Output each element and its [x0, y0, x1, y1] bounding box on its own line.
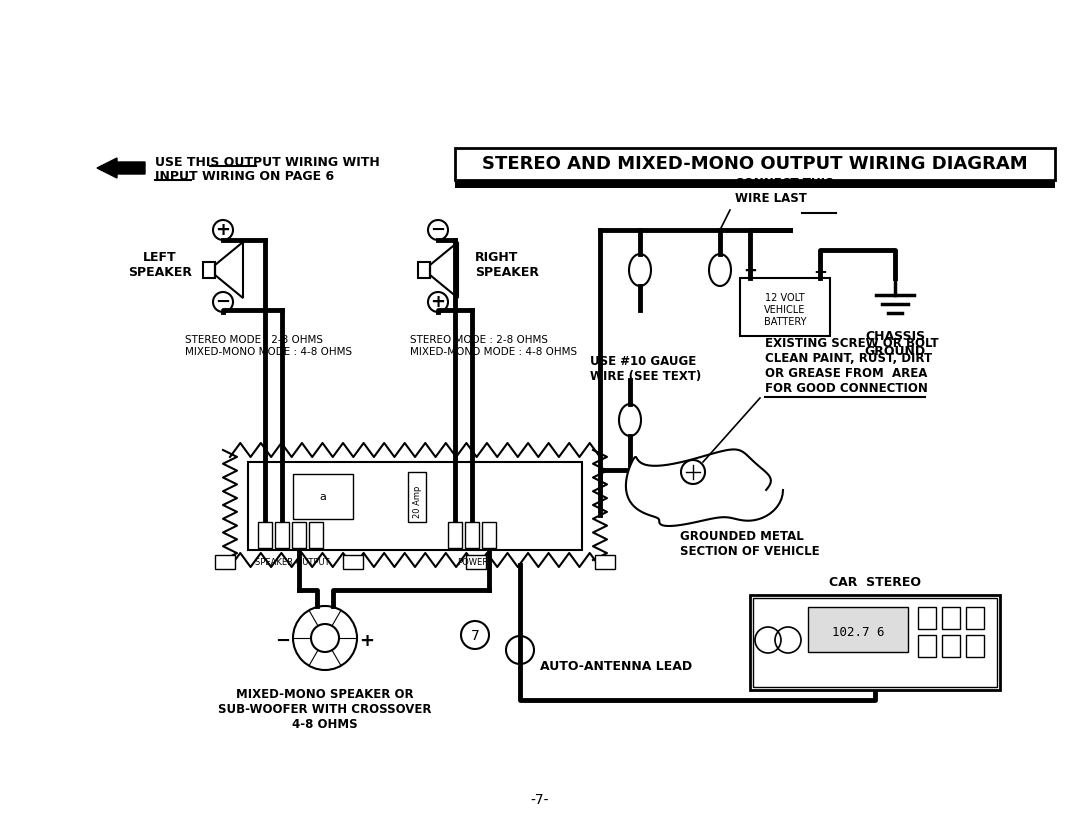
Text: +: + — [216, 221, 230, 239]
Text: +: + — [360, 632, 375, 650]
Text: STEREO MODE : 2-8 OHMS
MIXED-MONO MODE : 4-8 OHMS: STEREO MODE : 2-8 OHMS MIXED-MONO MODE :… — [410, 335, 577, 357]
Text: −: − — [431, 221, 446, 239]
Bar — [343, 555, 363, 569]
Bar — [465, 522, 480, 548]
Bar — [942, 635, 960, 657]
Text: −: − — [813, 262, 827, 280]
Bar — [750, 595, 1000, 690]
Bar — [753, 598, 997, 687]
Text: CAR  STEREO: CAR STEREO — [829, 576, 921, 590]
Text: GROUNDED METAL
SECTION OF VEHICLE: GROUNDED METAL SECTION OF VEHICLE — [680, 530, 820, 558]
Text: USE THIS OUTPUT WIRING WITH: USE THIS OUTPUT WIRING WITH — [156, 155, 380, 168]
Text: -7-: -7- — [530, 793, 550, 807]
Bar — [215, 555, 235, 569]
Text: INPUT WIRING ON PAGE 6: INPUT WIRING ON PAGE 6 — [156, 169, 334, 183]
Text: 7: 7 — [471, 629, 480, 643]
Text: CHASSIS
GROUND: CHASSIS GROUND — [864, 330, 926, 358]
Text: CONNECT THIS
WIRE LAST: CONNECT THIS WIRE LAST — [735, 177, 834, 205]
Bar — [203, 262, 215, 278]
Text: POWER: POWER — [458, 558, 488, 567]
Bar — [482, 522, 496, 548]
Text: 12 VOLT
VEHICLE
BATTERY: 12 VOLT VEHICLE BATTERY — [764, 294, 807, 327]
Text: +: + — [431, 293, 446, 311]
Bar — [465, 555, 486, 569]
Bar — [292, 522, 306, 548]
Circle shape — [681, 460, 705, 484]
Bar — [408, 472, 426, 522]
Text: STEREO AND MIXED-MONO OUTPUT WIRING DIAGRAM: STEREO AND MIXED-MONO OUTPUT WIRING DIAG… — [482, 155, 1028, 173]
Text: −: − — [275, 632, 291, 650]
Text: RIGHT
SPEAKER: RIGHT SPEAKER — [475, 251, 539, 279]
Bar — [418, 262, 430, 278]
Bar — [309, 522, 323, 548]
Bar — [455, 148, 1055, 180]
Bar — [455, 148, 1055, 188]
Bar — [275, 522, 289, 548]
Text: AUTO-ANTENNA LEAD: AUTO-ANTENNA LEAD — [540, 660, 692, 673]
Bar — [448, 522, 462, 548]
Text: USE #10 GAUGE
WIRE (SEE TEXT): USE #10 GAUGE WIRE (SEE TEXT) — [590, 355, 701, 383]
Text: 20 Amp: 20 Amp — [413, 486, 421, 518]
Bar — [942, 607, 960, 629]
Bar — [808, 607, 908, 652]
Bar — [248, 462, 582, 550]
Bar — [966, 635, 984, 657]
Bar — [918, 635, 936, 657]
Text: STEREO MODE : 2-8 OHMS
MIXED-MONO MODE : 4-8 OHMS: STEREO MODE : 2-8 OHMS MIXED-MONO MODE :… — [185, 335, 352, 357]
Text: MIXED-MONO SPEAKER OR
SUB-WOOFER WITH CROSSOVER
4-8 OHMS: MIXED-MONO SPEAKER OR SUB-WOOFER WITH CR… — [218, 688, 432, 731]
Bar — [595, 555, 615, 569]
Text: a: a — [320, 491, 326, 501]
Bar — [293, 474, 353, 519]
FancyArrow shape — [97, 158, 145, 178]
Bar — [740, 278, 831, 336]
Text: +: + — [743, 262, 757, 280]
Text: −: − — [215, 293, 230, 311]
Bar — [966, 607, 984, 629]
Text: LEFT
SPEAKER: LEFT SPEAKER — [129, 251, 192, 279]
Text: 102.7 6: 102.7 6 — [832, 626, 885, 640]
Text: SPEAKER OUTPUT: SPEAKER OUTPUT — [255, 558, 329, 567]
Text: EXISTING SCREW OR BOLT
CLEAN PAINT, RUST, DIRT
OR GREASE FROM  AREA
FOR GOOD CON: EXISTING SCREW OR BOLT CLEAN PAINT, RUST… — [765, 337, 939, 395]
Polygon shape — [626, 450, 783, 526]
Bar — [258, 522, 272, 548]
Bar — [918, 607, 936, 629]
